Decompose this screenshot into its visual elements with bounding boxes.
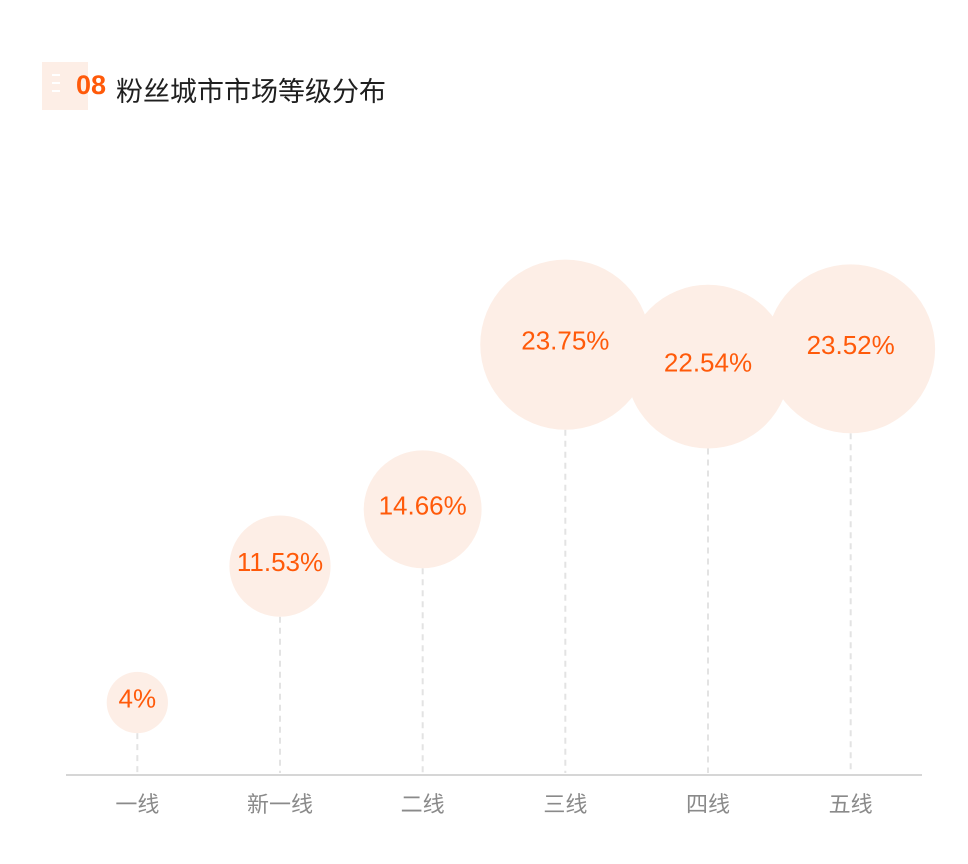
data-label: 22.54% (664, 348, 752, 378)
x-tick-label: 五线 (829, 793, 873, 818)
data-label: 4% (119, 684, 157, 714)
data-bubble (626, 284, 790, 449)
data-label: 23.52% (807, 330, 895, 360)
x-tick-label: 一线 (115, 793, 159, 818)
data-bubble (766, 264, 936, 434)
data-label: 11.53% (237, 547, 323, 577)
x-tick-label: 二线 (401, 793, 445, 818)
data-bubble (480, 259, 651, 430)
data-label: 23.75% (521, 326, 609, 356)
section-number: 08 (76, 70, 107, 100)
x-tick-label: 三线 (543, 793, 587, 818)
x-tick-label: 新一线 (247, 793, 313, 818)
data-label: 14.66% (379, 490, 467, 520)
section-header: 08 粉丝城市市场等级分布 (42, 62, 642, 112)
data-bubble (229, 515, 331, 617)
header-decoration (42, 62, 88, 110)
data-bubble (106, 671, 168, 734)
chart-title: 粉丝城市市场等级分布 (116, 77, 386, 108)
x-tick-label: 四线 (686, 793, 730, 818)
data-bubble (363, 450, 482, 569)
